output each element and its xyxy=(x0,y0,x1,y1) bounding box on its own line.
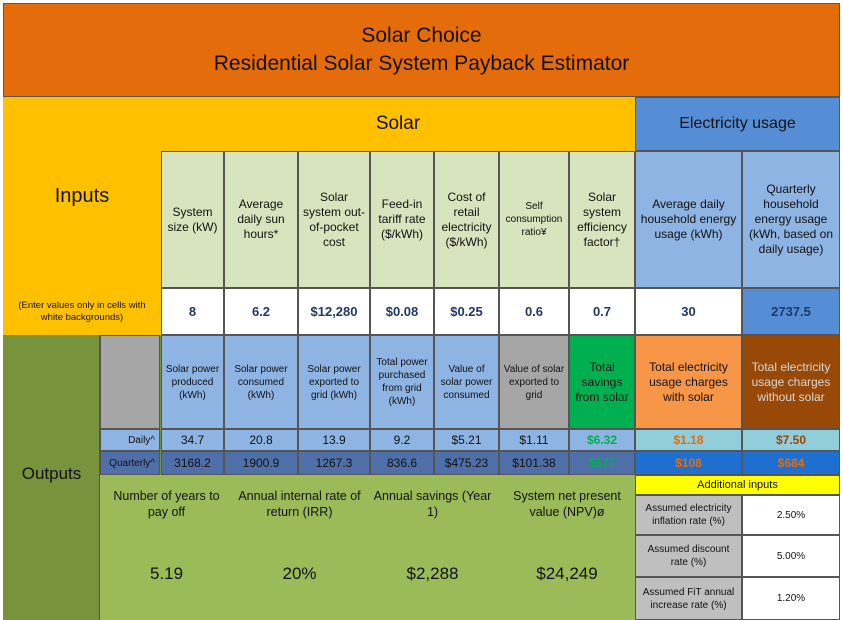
summary-value-3: $2,288 xyxy=(406,564,459,583)
input-value-5[interactable]: $0.25 xyxy=(434,288,499,335)
input-value-1[interactable]: 8 xyxy=(161,288,224,335)
input-header-4: Feed-in tariff rate ($/kWh) xyxy=(370,151,434,288)
quarterly-row-label: Quarterly^ xyxy=(100,451,160,475)
input-value-7[interactable]: 0.7 xyxy=(569,288,635,335)
additional-label-1: Assumed electricity inflation rate (%) xyxy=(635,495,742,535)
title-line-1: Solar Choice xyxy=(361,24,482,47)
daily-value-8: $1.18 xyxy=(635,429,742,451)
output-header-3: Solar power exported to grid (kWh) xyxy=(298,335,370,429)
summary-label-3: Annual savings (Year 1) xyxy=(373,489,492,519)
input-header-5: Cost of retail electricity ($/kWh) xyxy=(434,151,499,288)
summary-value-1: 5.19 xyxy=(149,564,184,583)
input-header-8: Average daily household energy usage (kW… xyxy=(635,151,742,288)
daily-value-4: 9.2 xyxy=(370,429,434,451)
quarterly-value-6: $101.38 xyxy=(499,451,569,475)
quarterly-value-7: $577 xyxy=(569,451,635,475)
output-header-blank xyxy=(100,335,160,429)
solar-section-header: Solar xyxy=(161,97,635,151)
summary-label-2: Annual internal rate of return (IRR) xyxy=(238,489,361,519)
summary-value-2: 20% xyxy=(282,564,317,583)
daily-value-2: 20.8 xyxy=(224,429,298,451)
daily-value-7: $6.32 xyxy=(569,429,635,451)
output-header-7: Total savings from solar xyxy=(569,335,635,429)
electricity-section-header: Electricity usage xyxy=(635,97,840,151)
input-header-2: Average daily sun hours* xyxy=(224,151,298,288)
quarterly-value-2: 1900.9 xyxy=(224,451,298,475)
title-line-2: Residential Solar System Payback Estimat… xyxy=(213,52,630,75)
daily-value-9: $7.50 xyxy=(742,429,840,451)
output-header-4: Total power purchased from grid (kWh) xyxy=(370,335,434,429)
additional-value-2[interactable]: 5.00% xyxy=(742,535,840,577)
quarterly-value-8: $108 xyxy=(635,451,742,475)
title-banner: Solar Choice Residential Solar System Pa… xyxy=(3,3,840,97)
input-header-3: Solar system out-of-pocket cost xyxy=(298,151,370,288)
input-header-9: Quarterly household energy usage (kWh, b… xyxy=(742,151,840,288)
quarterly-value-4: 836.6 xyxy=(370,451,434,475)
inputs-note: (Enter values only in cells with white b… xyxy=(18,300,146,323)
daily-value-3: 13.9 xyxy=(298,429,370,451)
input-value-4[interactable]: $0.08 xyxy=(370,288,434,335)
summary-value-4: $24,249 xyxy=(536,564,598,583)
daily-value-5: $5.21 xyxy=(434,429,499,451)
input-header-6: Self consumption ratio¥ xyxy=(499,151,569,288)
daily-value-1: 34.7 xyxy=(161,429,224,451)
additional-value-3[interactable]: 1.20% xyxy=(742,577,840,620)
input-value-3[interactable]: $12,280 xyxy=(298,288,370,335)
inputs-label: Inputs xyxy=(54,184,110,207)
input-value-2[interactable]: 6.2 xyxy=(224,288,298,335)
input-value-8[interactable]: 30 xyxy=(635,288,742,335)
quarterly-value-3: 1267.3 xyxy=(298,451,370,475)
input-header-1: System size (kW) xyxy=(161,151,224,288)
quarterly-value-5: $475.23 xyxy=(434,451,499,475)
additional-inputs-title: Additional inputs xyxy=(635,475,840,495)
input-value-9: 2737.5 xyxy=(742,288,840,335)
output-header-8: Total electricity usage charges with sol… xyxy=(635,335,742,429)
output-header-9: Total electricity usage charges without … xyxy=(742,335,840,429)
daily-value-6: $1.11 xyxy=(499,429,569,451)
output-header-1: Solar power produced (kWh) xyxy=(161,335,224,429)
outputs-side xyxy=(3,335,100,620)
outputs-label: Outputs xyxy=(21,464,82,483)
output-header-2: Solar power consumed (kWh) xyxy=(224,335,298,429)
additional-value-1[interactable]: 2.50% xyxy=(742,495,840,535)
summary-label-1: Number of years to pay off xyxy=(113,489,220,519)
input-value-6[interactable]: 0.6 xyxy=(499,288,569,335)
daily-row-label: Daily^ xyxy=(100,429,160,451)
output-header-6: Value of solar exported to grid xyxy=(499,335,569,429)
additional-label-2: Assumed discount rate (%) xyxy=(635,535,742,577)
quarterly-value-1: 3168.2 xyxy=(161,451,224,475)
summary-label-4: System net present value (NPV)ø xyxy=(513,489,621,519)
output-header-5: Value of solar power consumed xyxy=(434,335,499,429)
quarterly-value-9: $684 xyxy=(742,451,840,475)
additional-label-3: Assumed FiT annual increase rate (%) xyxy=(635,577,742,620)
summary-panel xyxy=(100,475,635,620)
input-header-7: Solar system efficiency factor† xyxy=(569,151,635,288)
